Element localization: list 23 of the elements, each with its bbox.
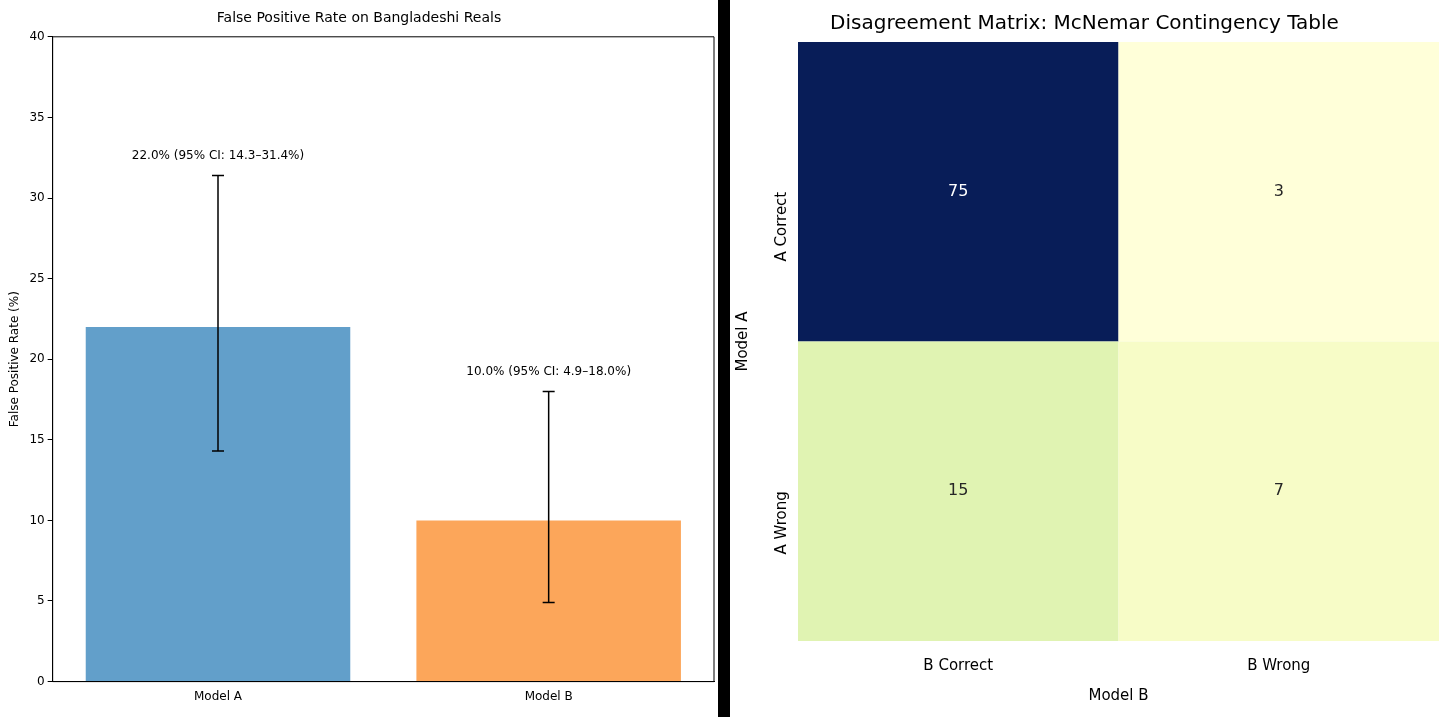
chart-title: False Positive Rate on Bangladeshi Reals [216,9,502,26]
data-label: 7 [1273,480,1284,500]
annotation: 22.0% (95% CI: 14.3–31.4%) [131,147,305,162]
data-label: 75 [948,180,969,200]
y-tick-label: 25 [29,270,45,285]
y-tick-label: 5 [37,593,45,608]
y-tick-label: 10 [29,512,45,527]
y-tick-label: 35 [29,109,45,124]
y-axis-title: Model A [732,310,751,372]
annotation: 10.0% (95% CI: 4.9–18.0%) [466,363,632,378]
data-label: 15 [948,480,969,500]
y-tick-label: 20 [29,351,45,366]
y-tick-label: A Correct [771,191,790,262]
y-tick-label: A Wrong [771,491,790,555]
y-tick-label: 15 [29,431,45,446]
data-label: 3 [1273,180,1284,200]
chart-title: Disagreement Matrix: McNemar Contingency Table [830,10,1339,35]
y-axis-title: False Positive Rate (%) [7,291,22,428]
y-tick-label: 40 [29,28,45,43]
x-tick-label: B Wrong [1247,655,1311,674]
y-tick-label: 30 [29,190,45,205]
y-tick-label: 0 [37,673,45,688]
x-tick-label: B Correct [923,655,994,674]
